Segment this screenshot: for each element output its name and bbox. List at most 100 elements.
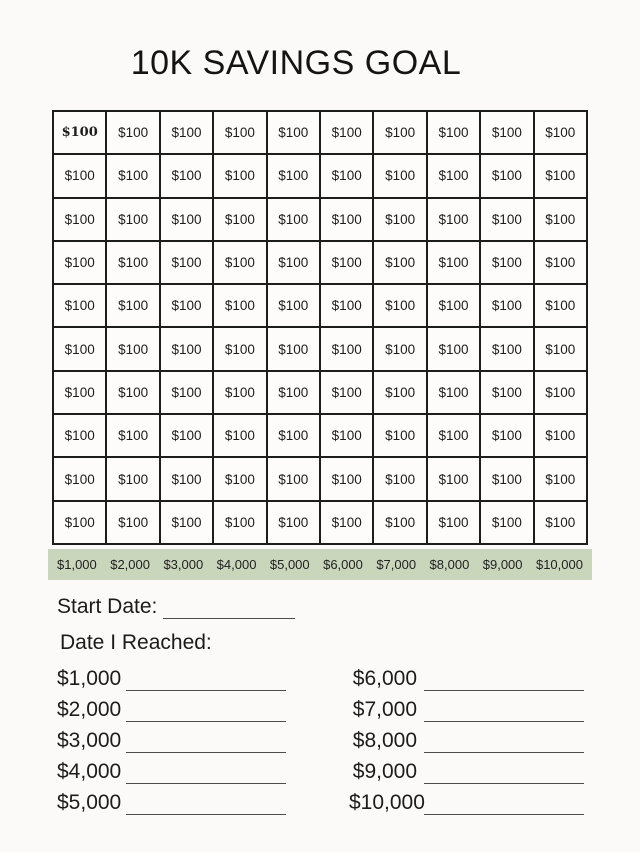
grid-cell: $100 — [427, 198, 480, 240]
milestone-amount: $2,000 — [57, 698, 122, 721]
milestone-amount: $8,000 — [352, 729, 417, 752]
grid-cell: $100 — [160, 155, 213, 197]
grid-cell: $100 — [481, 415, 533, 457]
grid-cell: $100 — [427, 501, 480, 543]
milestone-date-line — [424, 735, 584, 753]
grid-cell: $100 — [374, 501, 426, 543]
milestone-date-line — [126, 797, 286, 815]
grid-cell: $100 — [54, 155, 106, 197]
milestone-amount: $9,000 — [352, 760, 417, 783]
grid-cell: $100 — [321, 501, 373, 543]
grid-cell: $100 — [267, 371, 319, 414]
grid-cell: $100 — [427, 155, 480, 197]
grid-cell: $100 — [321, 198, 373, 240]
grid-cell: $100 — [321, 415, 373, 457]
grid-cell: $100 — [427, 415, 480, 457]
milestone-amount: $3,000 — [57, 729, 122, 752]
grid-cell: $100 — [54, 285, 106, 327]
grid-cell: $100 — [267, 458, 319, 500]
grid-cell: $100 — [54, 241, 106, 284]
total-value: $6,000 — [323, 557, 363, 572]
grid-cell: $100 — [107, 241, 159, 284]
grid-cell: $100 — [374, 285, 426, 327]
grid-cell: $100 — [534, 285, 586, 327]
grid-cell: $100 — [267, 501, 319, 543]
grid-cell: $100 — [214, 112, 266, 154]
total-value: $7,000 — [376, 557, 417, 572]
grid-cell: $100 — [427, 371, 480, 414]
grid-cell: $100 — [160, 328, 213, 370]
grid-cell: $100 — [481, 285, 533, 327]
grid-cell: $100 — [534, 371, 586, 414]
grid-cell: $100 — [214, 285, 266, 327]
grid-cell: $100 — [54, 501, 106, 543]
grid-cell: $100 — [107, 458, 159, 500]
savings-grid: $100 $100 $100 $100 $100 $100 $100 $100 $100 $100… — [52, 110, 588, 545]
grid-cell: $100 — [374, 328, 426, 370]
grid-cell: $100 — [427, 112, 480, 154]
grid-cell: $100 — [160, 198, 213, 240]
milestone-date-line — [424, 673, 584, 691]
milestone-row: $6,000 — [349, 660, 584, 691]
grid-cell: $100 — [481, 241, 533, 284]
total-value: $4,000 — [216, 557, 257, 572]
grid-cell: $100 — [160, 501, 213, 543]
milestone-date-line — [126, 673, 286, 691]
grid-cell: $100 — [481, 198, 533, 240]
grid-cell: $100 — [267, 155, 319, 197]
start-date-row: Start Date: — [57, 595, 296, 619]
milestone-amount: $4,000 — [57, 760, 122, 783]
grid-cell: $100 — [374, 241, 426, 284]
total-value: $5,000 — [269, 557, 310, 572]
grid-cell: $100 — [160, 415, 213, 457]
grid-cell: $100 — [534, 198, 586, 240]
grid-cell: $100 — [160, 112, 213, 154]
grid-cell: $100 — [481, 458, 533, 500]
grid-cell: $100 — [321, 328, 373, 370]
grid-cell: $100 — [54, 371, 106, 414]
milestone-row: $1,000 — [57, 660, 286, 691]
grid-cell: $100 — [267, 415, 319, 457]
page-title: 10K SAVINGS GOAL — [130, 44, 462, 82]
milestone-date-line — [126, 766, 286, 784]
start-date-line — [163, 596, 296, 619]
grid-cell: $100 — [214, 371, 266, 414]
grid-cell: $100 — [54, 198, 106, 240]
grid-cell: $100 — [214, 155, 266, 197]
grid-cell: $100 — [374, 415, 426, 457]
grid-cell: $100 — [321, 458, 373, 500]
grid-cell: $100 — [107, 112, 159, 154]
grid-cell: $100 — [214, 415, 266, 457]
grid-cell: $100 — [427, 458, 480, 500]
milestone-row: $4,000 — [57, 753, 286, 784]
total-value: $10,000 — [535, 557, 583, 572]
grid-cell: $100 — [427, 285, 480, 327]
milestone-date-line — [126, 704, 286, 722]
grid-cell: $100 — [160, 285, 213, 327]
grid-cell: $100 — [107, 155, 159, 197]
milestone-row: $5,000 — [57, 784, 286, 815]
milestone-row: $2,000 — [57, 691, 286, 722]
grid-cell: $100 — [321, 241, 373, 284]
grid-cell: $100 — [54, 415, 106, 457]
grid-cell: $100 — [481, 501, 533, 543]
total-value: $9,000 — [482, 557, 523, 572]
grid-cell: $100 — [160, 371, 213, 414]
grid-cell: $100 — [427, 241, 480, 284]
grid-cell: $100 — [321, 285, 373, 327]
grid-cell: $100 — [267, 241, 319, 284]
grid-cell: $100 — [160, 458, 213, 500]
milestone-row: $7,000 — [349, 691, 584, 722]
milestone-date-line — [424, 797, 584, 815]
start-date-label: Start Date: — [57, 595, 158, 618]
grid-cell: $100 — [107, 371, 159, 414]
grid-cell: $100 — [107, 198, 159, 240]
milestones-right-column: $6,000 $7,000 $8,000 $9,000 $10,000 — [349, 660, 584, 815]
milestone-row: $10,000 — [349, 784, 584, 815]
grid-cell: $100 — [107, 328, 159, 370]
milestone-row: $9,000 — [349, 753, 584, 784]
grid-cell: $100 — [107, 501, 159, 543]
grid-cell: $100 — [160, 241, 213, 284]
milestone-date-line — [424, 766, 584, 784]
